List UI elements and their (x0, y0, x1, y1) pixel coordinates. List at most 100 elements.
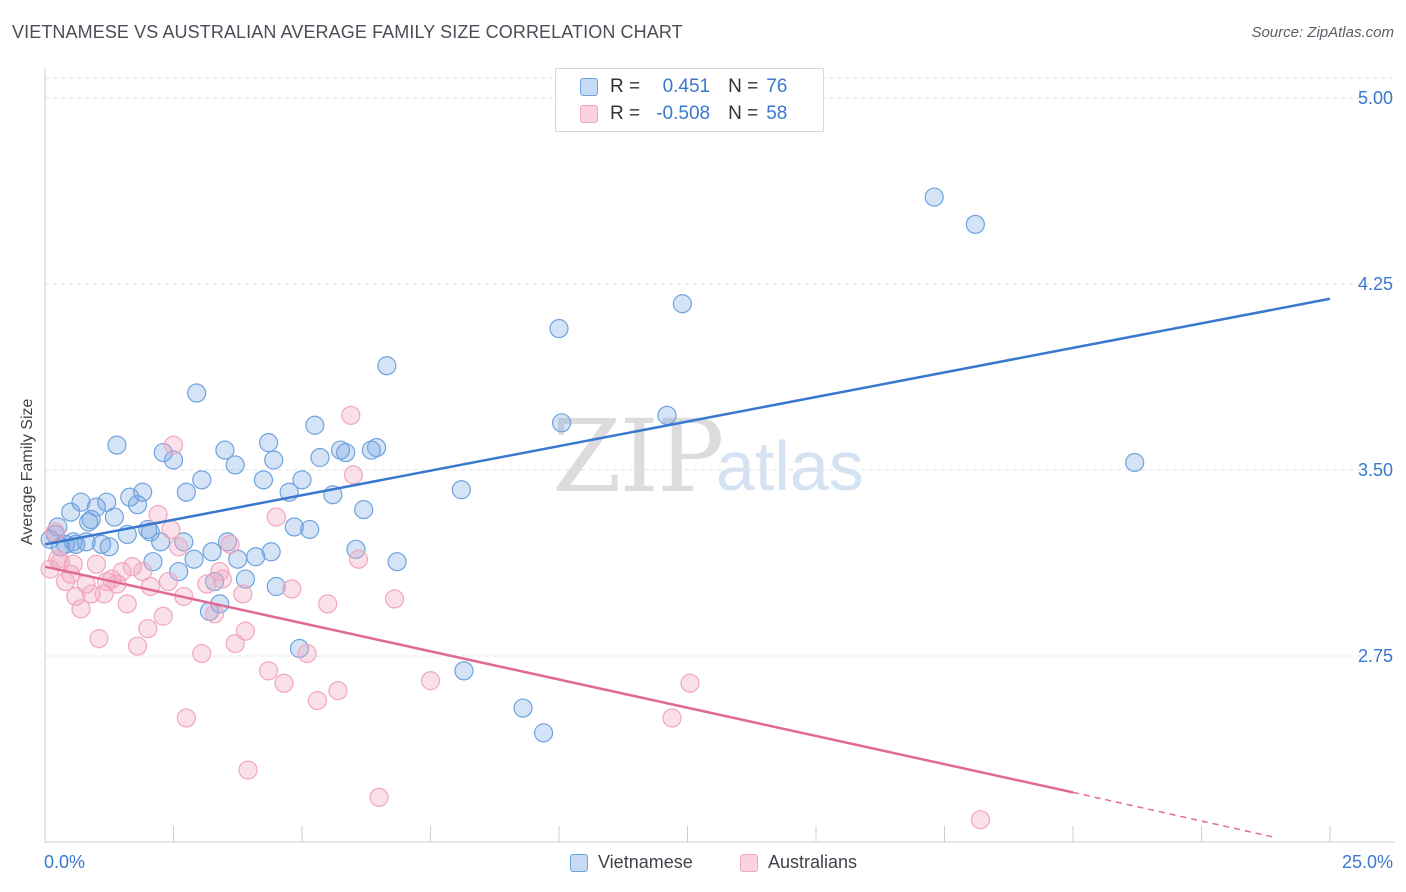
legend-row-australians: R = -0.508 N = 58 (580, 103, 787, 125)
point-vietnamese (133, 482, 153, 502)
legend-r-value: -0.508 (656, 103, 711, 124)
point-vietnamese (120, 487, 140, 507)
trend-line-australians (44, 565, 1074, 794)
point-vietnamese (657, 405, 677, 425)
point-vietnamese (253, 470, 274, 490)
chart-title: VIETNAMESE VS AUSTRALIAN AVERAGE FAMILY … (12, 22, 683, 42)
point-australians (348, 549, 369, 569)
point-vietnamese (235, 569, 256, 589)
point-australians (258, 661, 279, 681)
point-vietnamese (205, 571, 225, 592)
point-vietnamese (264, 450, 284, 470)
point-vietnamese (107, 435, 127, 455)
point-vietnamese (97, 492, 117, 512)
point-australians (169, 537, 189, 557)
point-vietnamese (451, 480, 471, 500)
point-vietnamese (266, 576, 286, 597)
legend-swatch-pink (740, 853, 758, 872)
point-australians (122, 557, 142, 577)
series-australians (40, 405, 991, 830)
point-australians (112, 562, 132, 582)
point-australians (210, 562, 230, 582)
point-vietnamese (91, 534, 112, 554)
point-vietnamese (284, 517, 304, 537)
point-australians (86, 554, 107, 574)
point-vietnamese (305, 415, 325, 435)
point-vietnamese (354, 500, 374, 520)
point-vietnamese (513, 698, 533, 718)
legend-n-label: N = (728, 103, 759, 124)
point-vietnamese (153, 442, 173, 463)
point-australians (225, 633, 245, 654)
point-australians (266, 507, 286, 527)
point-australians (89, 628, 109, 649)
point-vietnamese (377, 356, 397, 376)
point-australians (66, 586, 86, 607)
point-australians (220, 534, 240, 554)
point-vietnamese (551, 413, 572, 433)
point-vietnamese (81, 509, 101, 530)
point-vietnamese (176, 482, 196, 502)
point-vietnamese (361, 440, 381, 460)
y-tick-label: 4.25 (1358, 274, 1393, 294)
point-australians (140, 576, 160, 597)
point-vietnamese (366, 437, 387, 458)
point-australians (161, 519, 181, 540)
point-vietnamese (79, 512, 99, 532)
legend-r-value: 0.451 (662, 76, 711, 97)
point-australians (369, 787, 389, 807)
point-australians (318, 594, 338, 614)
point-vietnamese (187, 383, 207, 403)
legend-stats: R = 0.451 N = 76 R = -0.508 N = 58 (555, 68, 824, 132)
point-vietnamese (246, 547, 266, 567)
point-australians (341, 405, 361, 425)
legend-label-australians: Australians (768, 852, 858, 872)
point-vietnamese (387, 552, 407, 572)
point-vietnamese (1125, 452, 1145, 473)
point-vietnamese (672, 294, 692, 314)
legend-swatch-blue (580, 78, 598, 96)
point-australians (235, 621, 256, 641)
legend-row-vietnamese: R = 0.451 N = 76 (580, 76, 787, 98)
point-vietnamese (217, 532, 238, 552)
legend-n-value: 58 (766, 103, 788, 124)
point-vietnamese (336, 442, 356, 463)
chart-source: Source: ZipAtlas.com (1251, 24, 1394, 41)
point-vietnamese (163, 450, 184, 470)
point-australians (45, 522, 65, 542)
point-vietnamese (127, 495, 148, 515)
point-vietnamese (258, 433, 279, 453)
legend-swatch-blue (570, 853, 588, 872)
legend-n-label: N = (728, 76, 759, 97)
point-australians (127, 636, 148, 656)
point-australians (192, 643, 212, 664)
point-vietnamese (192, 470, 212, 490)
point-australians (420, 671, 441, 691)
point-australians (274, 673, 294, 693)
point-australians (138, 619, 158, 639)
point-vietnamese (310, 447, 330, 468)
point-australians (282, 579, 302, 599)
y-axis-label: Average Family Size (19, 398, 36, 545)
point-vietnamese (533, 723, 554, 743)
point-australians (158, 571, 178, 592)
legend-r-label: R = (610, 103, 641, 124)
point-vietnamese (330, 440, 351, 460)
legend-item-vietnamese: Vietnamese (570, 852, 693, 873)
point-australians (205, 604, 225, 624)
point-australians (328, 681, 348, 701)
point-vietnamese (454, 661, 474, 681)
point-australians (384, 589, 405, 609)
point-vietnamese (292, 470, 312, 490)
point-australians (153, 606, 173, 626)
axes (44, 68, 1395, 843)
point-vietnamese (215, 440, 235, 460)
point-vietnamese (261, 542, 281, 562)
x-tick-label: 25.0% (1342, 852, 1393, 872)
point-australians (680, 673, 700, 693)
point-vietnamese (924, 187, 944, 207)
watermark-atlas: atlas (716, 427, 864, 505)
trend-line-australians-extrapolated (1072, 791, 1274, 838)
point-vietnamese (99, 537, 119, 557)
point-vietnamese (104, 507, 124, 527)
